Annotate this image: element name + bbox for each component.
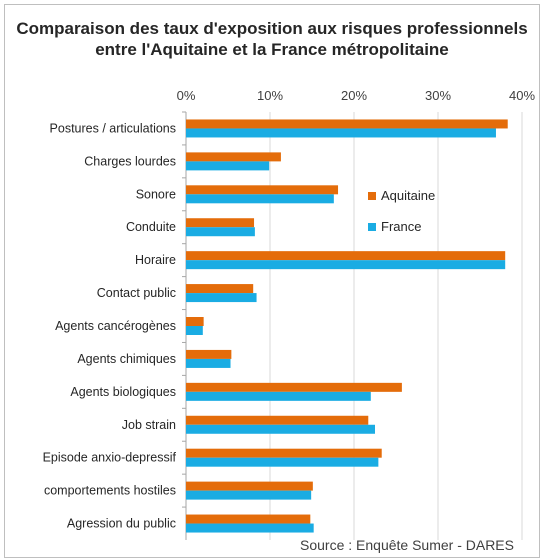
bar-aquitaine (186, 251, 506, 261)
category-label: Agents chimiques (77, 352, 176, 366)
chart-title-line-2: entre l'Aquitaine et la France métropoli… (95, 40, 449, 59)
bar-aquitaine (186, 218, 255, 228)
x-tick-label: 0% (177, 88, 196, 103)
bar-france (186, 358, 231, 368)
source-note: Source : Enquête Sumer - DARES (300, 537, 514, 553)
bar-france (186, 523, 314, 533)
category-label: Horaire (135, 253, 176, 267)
category-label: Agression du public (67, 517, 176, 531)
bar-aquitaine (186, 284, 254, 294)
category-label: Job strain (122, 418, 176, 432)
x-tick-label: 30% (425, 88, 451, 103)
category-label: comportements hostiles (44, 484, 176, 498)
x-tick-label: 40% (509, 88, 535, 103)
bar-aquitaine (186, 119, 508, 129)
category-label: Conduite (126, 220, 176, 234)
category-label: Sonore (136, 187, 176, 201)
bar-aquitaine (186, 185, 339, 195)
bar-france (186, 326, 203, 335)
category-label: Agents cancérogènes (55, 319, 176, 333)
category-label: Postures / articulations (50, 121, 176, 135)
chart-title: Comparaison des taux d'exposition aux ri… (0, 18, 544, 60)
bar-france (186, 424, 375, 434)
bar-france (186, 260, 506, 270)
bar-france (186, 293, 257, 303)
category-label: Charges lourdes (84, 154, 176, 168)
legend-swatch (368, 223, 376, 231)
x-tick-label: 10% (257, 88, 283, 103)
bar-aquitaine (186, 317, 204, 326)
bar-aquitaine (186, 415, 369, 425)
bar-aquitaine (186, 481, 313, 491)
legend-label: France (381, 219, 421, 234)
x-tick-label: 20% (341, 88, 367, 103)
bar-france (186, 161, 270, 171)
legend-swatch (368, 192, 376, 200)
bar-aquitaine (186, 382, 402, 392)
bar-aquitaine (186, 349, 232, 359)
bar-france (186, 227, 255, 237)
bar-aquitaine (186, 152, 281, 162)
category-label: Contact public (97, 286, 176, 300)
bar-france (186, 457, 379, 467)
bar-aquitaine (186, 514, 311, 524)
bar-france (186, 391, 371, 401)
legend-label: Aquitaine (381, 188, 435, 203)
bar-france (186, 194, 334, 204)
category-label: Episode anxio-depressif (43, 451, 177, 465)
bar-aquitaine (186, 448, 382, 458)
chart-title-line-1: Comparaison des taux d'exposition aux ri… (16, 19, 528, 38)
bar-france (186, 128, 496, 138)
category-label: Agents biologiques (70, 385, 176, 399)
bar-france (186, 490, 312, 500)
